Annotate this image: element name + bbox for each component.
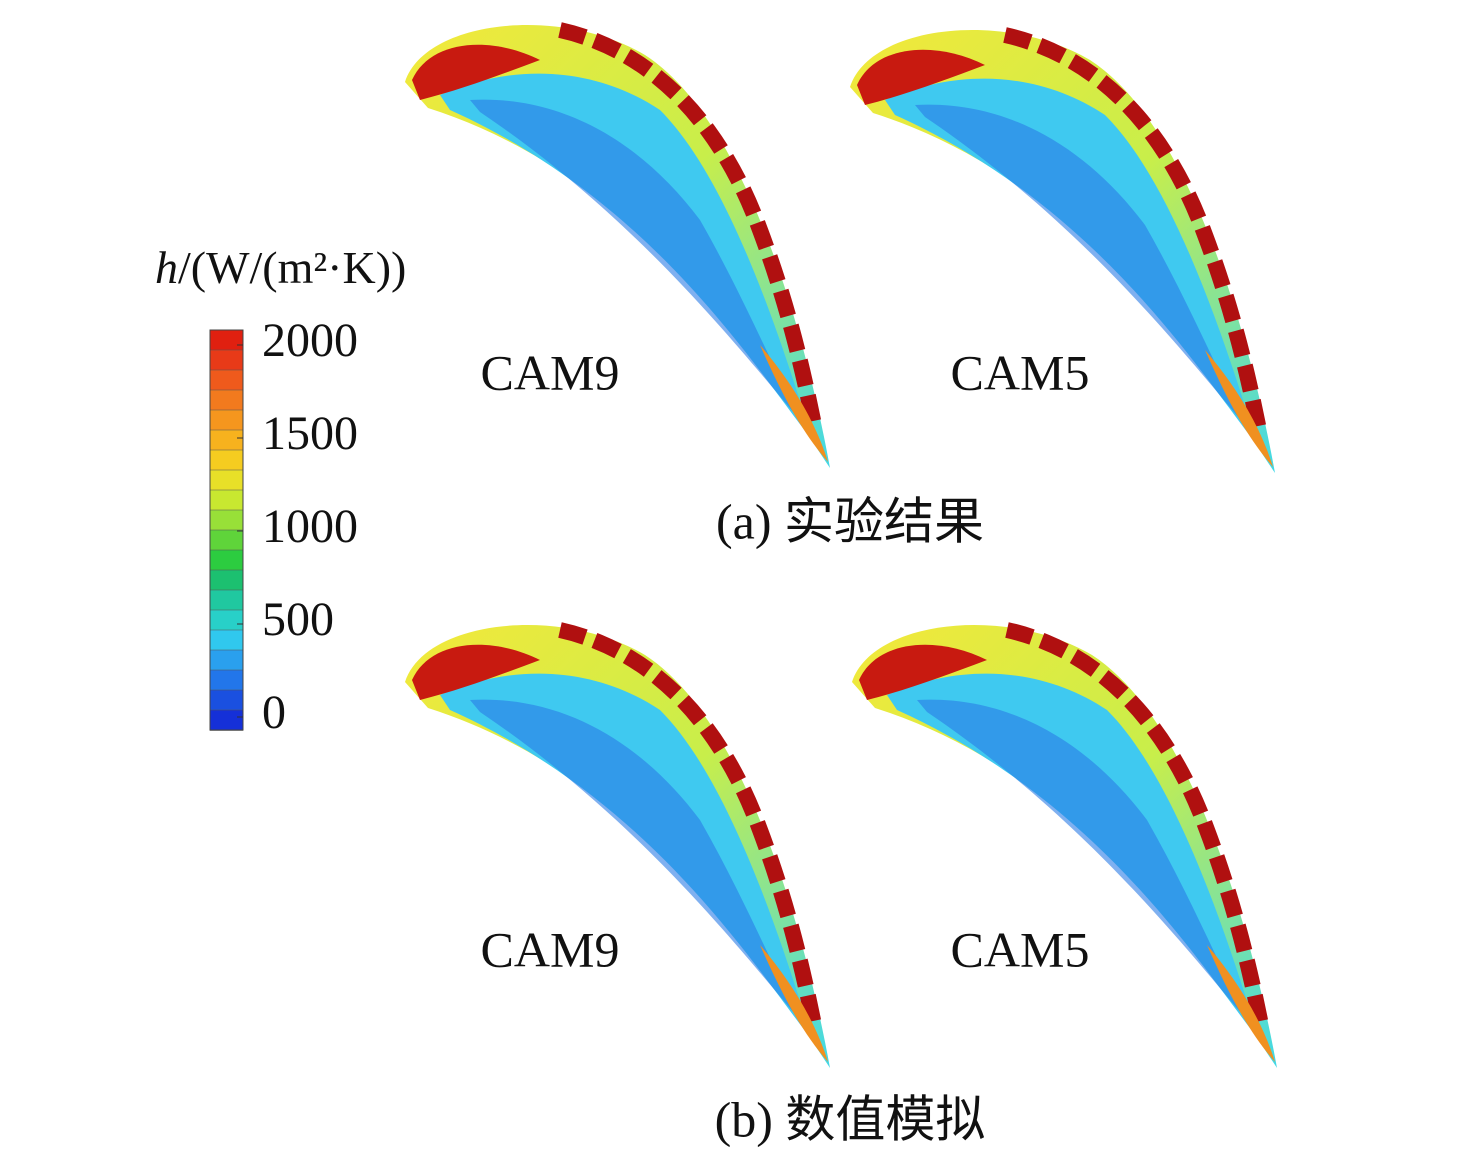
colorbar-band: [209, 409, 244, 431]
colorbar-band: [209, 549, 244, 571]
caption: (b) 数值模拟: [715, 1091, 986, 1147]
colorbar-band: [209, 449, 244, 471]
colorbar-band: [209, 509, 244, 531]
colorbar-tick-label: 500: [262, 593, 334, 646]
colorbar-band: [209, 589, 244, 611]
colorbar-band: [209, 389, 244, 411]
contour-image: [852, 625, 1277, 1068]
colorbar-label: h/(W/(m²·K)): [155, 242, 406, 293]
colorbar-band: [209, 429, 244, 451]
colorbar-band: [209, 669, 244, 691]
colorbar-band: [209, 489, 244, 511]
colorbar-band: [209, 329, 244, 351]
contour-image: [405, 625, 830, 1068]
contour-image: [850, 30, 1275, 473]
colorbar-band: [209, 709, 244, 731]
colorbar: 2000 1500 1000 500 0: [209, 314, 358, 739]
panel-label: CAM5: [951, 344, 1090, 400]
colorbar-band: [209, 469, 244, 491]
contour-image: [405, 25, 830, 468]
colorbar-band: [209, 609, 244, 631]
colorbar-tick-label: 0: [262, 686, 286, 739]
colorbar-band: [209, 369, 244, 391]
colorbar-band: [209, 529, 244, 551]
panel-label: CAM9: [481, 921, 620, 977]
colorbar-tick-label: 1000: [262, 500, 358, 553]
colorbar-tick-label: 1500: [262, 407, 358, 460]
colorbar-frame: [209, 329, 244, 731]
panel-label: CAM9: [481, 344, 620, 400]
caption: (a) 实验结果: [716, 493, 984, 549]
panel-label: CAM5: [951, 921, 1090, 977]
colorbar-band: [209, 349, 244, 371]
colorbar-band: [209, 629, 244, 651]
colorbar-tick-label: 2000: [262, 314, 358, 367]
colorbar-band: [209, 569, 244, 591]
colorbar-band: [209, 649, 244, 671]
colorbar-band: [209, 689, 244, 711]
